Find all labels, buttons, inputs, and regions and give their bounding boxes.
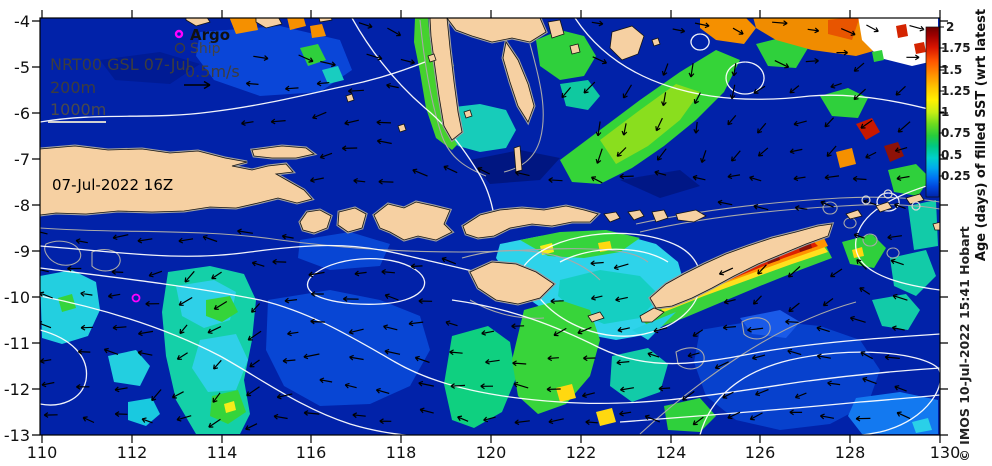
argo-legend-icon — [174, 29, 184, 39]
y-tick-label: -12 — [4, 380, 30, 399]
ship-marker — [883, 189, 893, 199]
x-tick-label: 110 — [27, 443, 58, 462]
map-text-overlays: NRT00 GSL 07-Jul 200m 1000m 0.5m/s Argo … — [48, 26, 240, 194]
model-run-label: NRT00 GSL 07-Jul — [50, 55, 190, 74]
ship-legend-icon — [174, 42, 186, 54]
y-tick-label: -4 — [14, 12, 30, 31]
colorbar — [925, 26, 940, 198]
colorbar-tick-label: 0.75 — [941, 126, 971, 140]
ship-legend-label: Ship — [190, 41, 221, 57]
map-datetime-label: 07-Jul-2022 16Z — [52, 176, 173, 194]
axis-ticks — [32, 10, 948, 443]
colorbar-labels: 2 1.75 1.5 1.25 1 0.75 0.5 0.25 — [939, 20, 971, 183]
land-polygons — [40, 18, 940, 323]
y-tick-label: -7 — [14, 150, 30, 169]
y-tick-label: -6 — [14, 104, 30, 123]
colorbar-gradient — [925, 26, 940, 198]
colorbar-tick-label: 0.5 — [941, 148, 962, 162]
depth-1000m-label: 1000m — [50, 100, 106, 119]
y-tick-label: -10 — [4, 288, 30, 307]
x-tick-label: 114 — [207, 443, 238, 462]
x-tick-label: 124 — [656, 443, 687, 462]
colorbar-tick-label: 1.25 — [941, 84, 971, 98]
x-tick-label: 122 — [566, 443, 597, 462]
x-tick-label: 130 — [930, 443, 961, 462]
ship-marker — [911, 201, 921, 211]
credit-text: © IMOS 10-Jul-2022 15:41 Hobart — [957, 226, 972, 461]
y-tick-label: -9 — [14, 242, 30, 261]
velocity-scale-arrow — [184, 80, 211, 90]
x-tick-label: 118 — [386, 443, 417, 462]
colorbar-tick-label: 1.75 — [941, 41, 971, 55]
velocity-scale-label: 0.5m/s — [185, 62, 240, 81]
current-arrows — [40, 20, 925, 431]
axis-frame — [32, 10, 948, 443]
x-axis-labels: 110 112 114 116 118 120 122 124 126 128 … — [27, 443, 961, 462]
map-area: NRT00 GSL 07-Jul 200m 1000m 0.5m/s Argo … — [40, 18, 940, 435]
x-tick-label: 128 — [835, 443, 866, 462]
x-tick-label: 120 — [476, 443, 507, 462]
y-tick-label: -11 — [4, 334, 30, 353]
argo-float-marker — [131, 293, 141, 303]
x-tick-label: 116 — [296, 443, 327, 462]
colorbar-tick-label: 0.25 — [941, 169, 971, 183]
colorbar-tick-label: 2 — [946, 20, 954, 34]
land-layer — [40, 18, 940, 323]
y-tick-label: -8 — [14, 196, 30, 215]
colorbar-title: Age (days) of filled SST (wrt latest — [974, 9, 989, 261]
y-tick-label: -5 — [14, 58, 30, 77]
observation-markers — [131, 189, 921, 303]
colorbar-tick-label: 1 — [941, 105, 949, 119]
map-border — [39, 17, 941, 436]
current-vector-arrows — [40, 20, 925, 431]
y-axis-labels: -4 -5 -6 -7 -8 -9 -10 -11 -12 -13 — [4, 12, 30, 445]
y-tick-label: -13 — [4, 426, 30, 445]
argo-legend-label: Argo — [190, 26, 230, 44]
depth-200m-label: 200m — [50, 78, 96, 97]
colorbar-ticks — [939, 26, 944, 177]
x-tick-label: 126 — [745, 443, 776, 462]
ship-marker — [861, 195, 871, 205]
colorbar-tick-label: 1.5 — [941, 63, 962, 77]
x-tick-label: 112 — [117, 443, 148, 462]
